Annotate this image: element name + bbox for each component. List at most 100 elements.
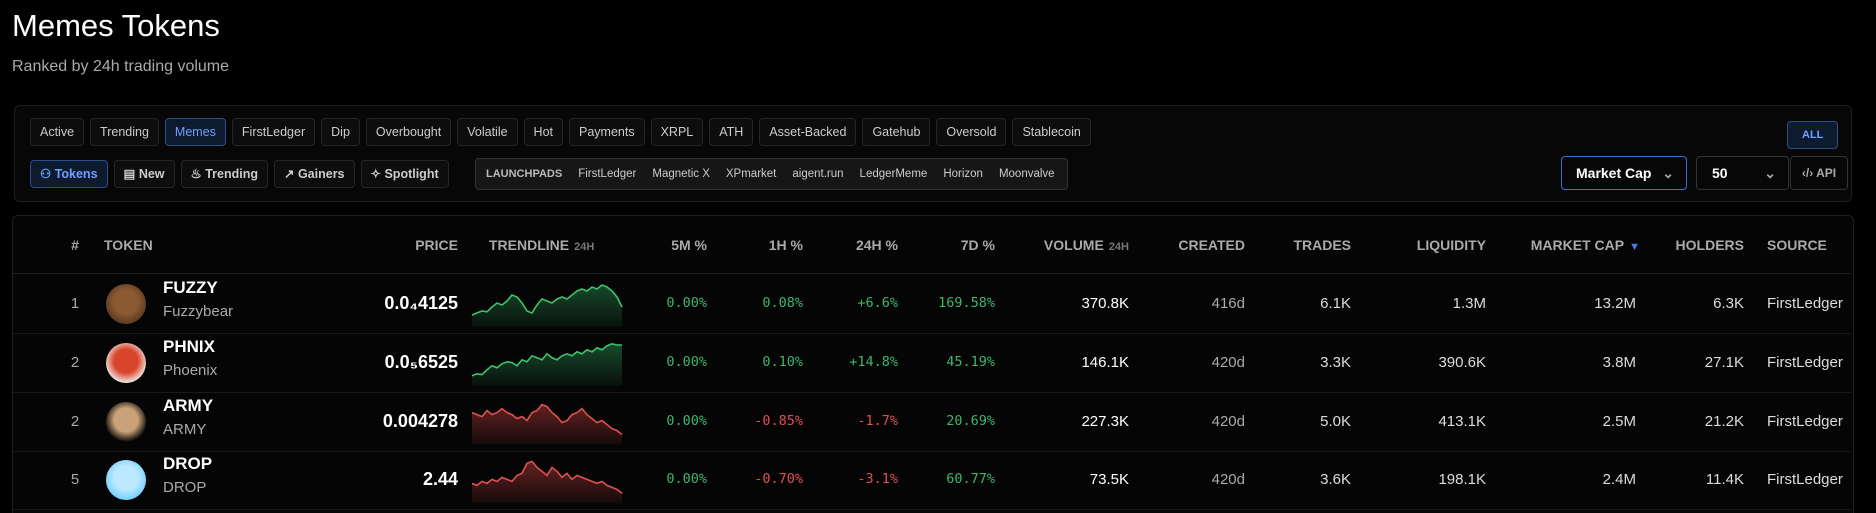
column-header[interactable]: TRENDLINE 24H	[489, 237, 594, 253]
tag-chip[interactable]: Oversold	[936, 118, 1007, 146]
table-row[interactable]	[13, 393, 1851, 452]
column-header[interactable]: 5M %	[467, 237, 707, 253]
tag-chip[interactable]: Trending	[90, 118, 159, 146]
column-header[interactable]: HOLDERS	[1504, 237, 1744, 253]
view-chip[interactable]: ▤ New	[113, 160, 175, 188]
created: 416d	[1211, 295, 1245, 312]
column-header[interactable]: 7D %	[755, 237, 995, 253]
column-header[interactable]: 24H %	[658, 237, 898, 253]
change-d7: 45.19%	[946, 353, 995, 370]
price: 0.004278	[382, 410, 458, 431]
token-avatar	[106, 460, 146, 501]
price: 2.44	[422, 469, 458, 490]
tag-chip[interactable]: Hot	[523, 118, 563, 146]
column-header[interactable]: 1H %	[563, 237, 803, 253]
table-row[interactable]	[13, 334, 1851, 393]
api-button[interactable]: ‹/› API	[1790, 156, 1848, 190]
column-label: 7D %	[960, 237, 995, 253]
change-m5: 0.00%	[666, 295, 707, 311]
view-chip[interactable]: ↗ Gainers	[274, 160, 355, 188]
tag-chip[interactable]: Active	[30, 118, 85, 146]
tag-chip[interactable]: Payments	[569, 118, 645, 146]
table-row[interactable]	[13, 275, 1851, 334]
launchpad-chip[interactable]: XPmarket	[725, 168, 777, 180]
column-header[interactable]: PRICE	[218, 237, 458, 253]
market-cap: 2.5M	[1602, 412, 1636, 430]
tag-chip[interactable]: XRPL	[650, 118, 704, 146]
page-title: Memes Tokens	[12, 8, 220, 43]
token-avatar	[106, 284, 146, 324]
created: 420d	[1211, 471, 1245, 489]
tag-chip[interactable]: ATH	[709, 118, 754, 146]
column-label: TRENDLINE	[489, 237, 570, 253]
column-label: LIQUIDITY	[1416, 237, 1486, 253]
holders: 6.3K	[1713, 295, 1744, 312]
column-header[interactable]: #	[35, 237, 115, 253]
trendline-area	[472, 285, 622, 327]
all-button[interactable]: ALL	[1787, 121, 1839, 149]
column-label: 5M %	[671, 237, 707, 253]
token-symbol: PHNIX	[163, 336, 215, 356]
launchpad-chip[interactable]: aigent.run	[792, 168, 844, 180]
column-label: SOURCE	[1767, 237, 1827, 253]
view-chip[interactable]: ♨ Trending	[180, 160, 268, 188]
launchpad-chip[interactable]: Magnetic X	[652, 168, 710, 180]
column-header[interactable]: TOKEN	[104, 237, 153, 253]
price: 0.0₅6525	[384, 351, 458, 372]
source: FirstLedger	[1767, 471, 1843, 489]
launchpad-chip[interactable]: FirstLedger	[578, 168, 637, 180]
column-header[interactable]: TRADES	[1111, 237, 1351, 253]
limit-dropdown[interactable]: 50 ⌄	[1696, 156, 1789, 190]
launchpad-chip[interactable]: LedgerMeme	[859, 168, 928, 180]
column-header[interactable]: VOLUME 24H	[889, 237, 1129, 253]
tag-chip[interactable]: Volatile	[457, 118, 518, 146]
trades: 6.1K	[1320, 295, 1351, 312]
volume: 73.5K	[1089, 471, 1129, 489]
sort-label: Market Cap	[1576, 165, 1652, 181]
column-header[interactable]: SOURCE	[1767, 237, 1827, 253]
tag-chip[interactable]: FirstLedger	[231, 118, 316, 146]
launchpad-chip[interactable]: Moonvalve	[998, 168, 1055, 180]
column-label: HOLDERS	[1675, 237, 1744, 253]
market-cap: 2.4M	[1602, 471, 1636, 489]
tag-chip[interactable]: Gatehub	[862, 118, 931, 146]
tag-chip[interactable]: Overbought	[365, 118, 452, 146]
liquidity: 413.1K	[1438, 412, 1486, 430]
view-label: Tokens	[54, 167, 98, 181]
token-avatar	[106, 401, 146, 442]
created: 420d	[1211, 412, 1245, 430]
rank: 1	[70, 295, 80, 312]
liquidity: 1.3M	[1452, 295, 1486, 312]
sort-dropdown[interactable]: Market Cap ⌄	[1561, 156, 1687, 190]
view-chip[interactable]: ⚇ Tokens	[30, 160, 108, 188]
trendline	[471, 460, 623, 495]
view-label: Gainers	[297, 167, 345, 181]
table-row[interactable]	[13, 451, 1851, 511]
change-m5: 0.00%	[666, 471, 707, 488]
launchpads: LAUNCHPADS FirstLedger Magnetic X XPmarket a…	[475, 158, 1068, 190]
tag-chip[interactable]: Stablecoin	[1012, 118, 1091, 146]
limit-label: 50	[1712, 165, 1728, 181]
view-chip[interactable]: ✧ Spotlight	[360, 160, 449, 188]
change-h1: 0.10%	[762, 353, 803, 370]
token-name: DROP	[163, 479, 207, 497]
column-header[interactable]: CREATED	[1005, 237, 1245, 253]
volume: 146.1K	[1081, 353, 1129, 371]
trendline	[471, 403, 623, 436]
holders: 27.1K	[1704, 353, 1744, 371]
change-h24: -3.1%	[857, 471, 898, 488]
change-d7: 169.58%	[938, 295, 995, 311]
liquidity: 198.1K	[1438, 471, 1486, 489]
tag-chip[interactable]: Dip	[321, 118, 360, 146]
trendline-area	[472, 404, 622, 445]
holders: 21.2K	[1704, 412, 1744, 430]
column-label: #	[71, 237, 79, 253]
launchpad-chip[interactable]: Horizon	[943, 168, 983, 180]
tag-chip[interactable]: Memes	[164, 118, 226, 146]
column-header[interactable]: MARKET CAP ▼	[1400, 237, 1640, 253]
column-header[interactable]: LIQUIDITY	[1246, 237, 1486, 253]
tag-chip[interactable]: Asset-Backed	[759, 118, 857, 146]
change-d7: 20.69%	[946, 412, 995, 429]
